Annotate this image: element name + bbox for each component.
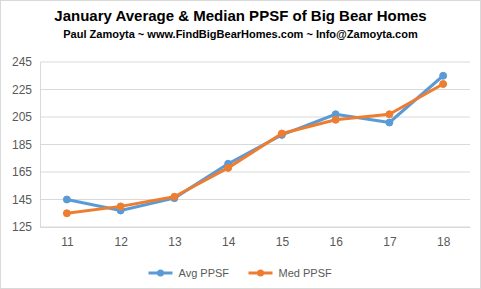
series-line — [67, 76, 443, 211]
x-tick: 13 — [168, 227, 182, 249]
y-axis: 125 145 165 185 205 225 245 — [12, 55, 41, 234]
x-tick-label: 15 — [276, 235, 290, 249]
series-marker — [278, 130, 285, 137]
series-marker — [63, 210, 70, 217]
series-marker — [440, 72, 447, 79]
chart-border — [1, 1, 481, 289]
series-marker — [386, 111, 393, 118]
y-tick: 245 — [12, 55, 40, 69]
y-tick-label: 185 — [12, 138, 32, 152]
legend-marker — [257, 270, 264, 277]
x-tick-label: 17 — [383, 235, 397, 249]
grid-line — [40, 144, 470, 145]
y-tick-label: 145 — [12, 193, 32, 207]
y-tick: 125 — [12, 220, 40, 234]
x-tick: 17 — [383, 227, 397, 249]
x-axis: 11 12 13 14 15 16 17 18 — [41, 227, 471, 249]
grid-line — [40, 117, 470, 118]
grid-line — [40, 89, 470, 90]
x-tick: 18 — [437, 227, 451, 249]
x-tick-label: 16 — [329, 235, 343, 249]
y-tick-label: 125 — [12, 220, 32, 234]
grid-line — [40, 172, 470, 173]
legend-label: Avg PPSF — [179, 267, 230, 279]
x-tick-label: 12 — [114, 235, 128, 249]
y-axis-line — [40, 63, 41, 228]
subtitle: Paul Zamoyta ~ www.FindBigBearHomes.com … — [63, 28, 418, 40]
y-tick: 185 — [12, 138, 40, 152]
series-line — [67, 84, 443, 213]
series-marker — [225, 164, 232, 171]
y-tick-label: 225 — [12, 83, 32, 97]
x-tick: 12 — [114, 227, 128, 249]
series-marker — [63, 196, 70, 203]
y-tick: 205 — [12, 110, 40, 124]
x-tick-label: 11 — [61, 235, 74, 249]
x-tick: 16 — [329, 227, 343, 249]
y-tick-label: 205 — [12, 110, 32, 124]
y-tick: 145 — [12, 193, 40, 207]
legend-label: Med PPSF — [279, 267, 332, 279]
x-tick: 14 — [222, 227, 236, 249]
series-marker — [171, 193, 178, 200]
grid-line — [40, 227, 470, 228]
x-tick-label: 14 — [222, 235, 236, 249]
y-tick: 225 — [12, 83, 40, 97]
legend-marker — [157, 270, 164, 277]
chart: January Average & Median PPSF of Big Bea… — [0, 0, 481, 289]
grid-line — [40, 199, 470, 200]
grid-line — [40, 62, 470, 63]
title: January Average & Median PPSF of Big Bea… — [54, 7, 426, 24]
series-group — [63, 72, 446, 217]
x-tick: 15 — [276, 227, 290, 249]
grid — [40, 62, 470, 227]
x-tick-label: 18 — [437, 235, 451, 249]
series-marker — [117, 203, 124, 210]
x-axis-line — [41, 227, 471, 228]
series-marker — [440, 81, 447, 88]
y-tick: 165 — [12, 165, 40, 179]
y-tick-label: 245 — [12, 55, 32, 69]
y-tick-label: 165 — [12, 165, 32, 179]
series-marker — [386, 119, 393, 126]
x-tick: 11 — [61, 227, 74, 249]
plot: 125 145 165 185 205 225 245 11 12 13 14 15 16 17 18 — [12, 55, 471, 248]
x-tick-label: 13 — [168, 235, 182, 249]
series-marker — [332, 116, 339, 123]
legend: Avg PPSF Med PPSF — [149, 267, 332, 279]
